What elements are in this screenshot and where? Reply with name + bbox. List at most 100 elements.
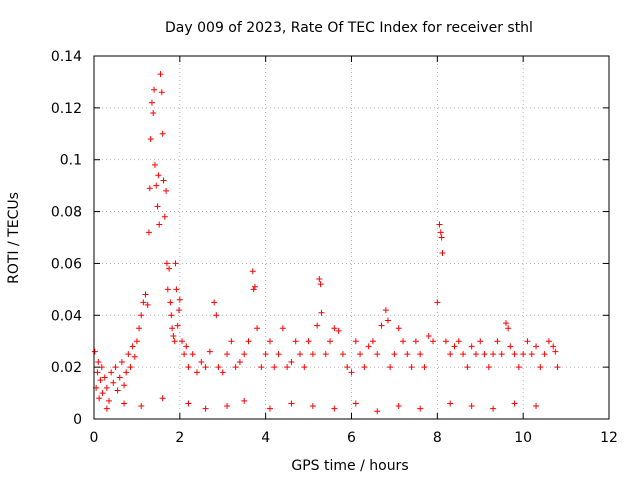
data-point	[103, 405, 110, 412]
grid-lines	[94, 56, 609, 419]
data-point	[250, 286, 257, 293]
data-point	[251, 283, 258, 290]
y-tick-label: 0.1	[60, 153, 82, 169]
data-point	[318, 309, 325, 316]
data-point	[490, 405, 497, 412]
data-point	[430, 338, 437, 345]
data-point	[159, 395, 166, 402]
data-point	[437, 229, 444, 236]
data-point	[384, 317, 391, 324]
data-point	[317, 281, 324, 288]
data-point	[158, 89, 165, 96]
data-point	[219, 369, 226, 376]
data-points	[91, 71, 561, 415]
data-point	[211, 299, 218, 306]
data-point	[275, 351, 282, 358]
y-tick-label: 0.12	[51, 101, 82, 117]
data-point	[153, 182, 160, 189]
data-point	[541, 351, 548, 358]
data-point	[507, 343, 514, 350]
data-point	[382, 307, 389, 314]
data-point	[395, 403, 402, 410]
data-point	[254, 325, 261, 332]
data-point	[284, 364, 291, 371]
x-axis-ticks: 0 2 4 6 8 10 12	[90, 56, 618, 446]
data-point	[451, 343, 458, 350]
data-point	[136, 325, 143, 332]
data-point	[447, 400, 454, 407]
data-point	[374, 408, 381, 415]
data-point	[439, 250, 446, 257]
data-point	[215, 364, 222, 371]
data-point	[194, 369, 200, 376]
data-point	[395, 325, 402, 332]
data-point	[112, 364, 119, 371]
data-point	[511, 400, 518, 407]
data-point	[176, 296, 183, 303]
data-point	[374, 351, 381, 358]
data-point	[357, 351, 364, 358]
data-point	[161, 213, 168, 220]
y-tick-label: 0.14	[51, 49, 82, 65]
data-point	[490, 351, 497, 358]
data-point	[159, 130, 166, 137]
y-tick-label: 0.08	[51, 205, 82, 221]
data-point	[133, 338, 140, 345]
data-point	[503, 320, 509, 327]
data-point	[166, 265, 173, 272]
data-point	[97, 377, 104, 384]
data-point	[369, 338, 376, 345]
data-point	[110, 379, 117, 386]
data-point	[163, 260, 170, 267]
y-axis-label: ROTI / TECUs	[6, 192, 22, 284]
data-point	[494, 338, 501, 345]
x-tick-label: 8	[433, 430, 442, 446]
data-point	[181, 351, 188, 358]
data-point	[468, 343, 475, 350]
data-point	[168, 312, 175, 319]
data-point	[156, 221, 163, 228]
x-tick-label: 0	[90, 430, 99, 446]
data-point	[387, 364, 394, 371]
data-point	[468, 403, 475, 410]
data-point	[189, 351, 196, 358]
data-point	[447, 351, 454, 358]
data-point	[175, 307, 182, 314]
data-point	[185, 400, 192, 407]
data-point	[114, 387, 121, 394]
data-point	[202, 405, 209, 412]
data-point	[554, 364, 561, 371]
data-point	[498, 351, 505, 358]
data-point	[309, 403, 316, 410]
data-point	[147, 135, 154, 142]
data-point	[335, 327, 342, 334]
y-tick-label: 0.02	[51, 360, 82, 376]
data-point	[151, 86, 158, 93]
y-tick-label: 0.06	[51, 256, 82, 272]
data-point	[213, 312, 220, 319]
data-point	[146, 185, 153, 192]
data-point	[170, 333, 177, 340]
data-point	[472, 351, 479, 358]
data-point	[511, 351, 518, 358]
data-point	[279, 325, 286, 332]
x-axis-label: GPS time / hours	[291, 458, 408, 474]
data-point	[305, 338, 312, 345]
data-point	[344, 364, 351, 371]
data-point	[151, 161, 158, 168]
data-point	[127, 364, 134, 371]
data-point	[116, 374, 123, 381]
data-point	[155, 172, 162, 179]
data-point	[464, 364, 471, 371]
data-point	[434, 299, 441, 306]
data-point	[292, 338, 299, 345]
data-point	[171, 338, 178, 345]
chart-title: Day 009 of 2023, Rate Of TEC Index for r…	[165, 20, 533, 36]
data-point	[164, 286, 171, 293]
data-point	[524, 338, 531, 345]
data-point	[160, 177, 167, 184]
data-point	[438, 234, 445, 241]
data-point	[520, 351, 527, 358]
y-tick-label: 0	[73, 412, 82, 428]
data-point	[95, 358, 102, 365]
